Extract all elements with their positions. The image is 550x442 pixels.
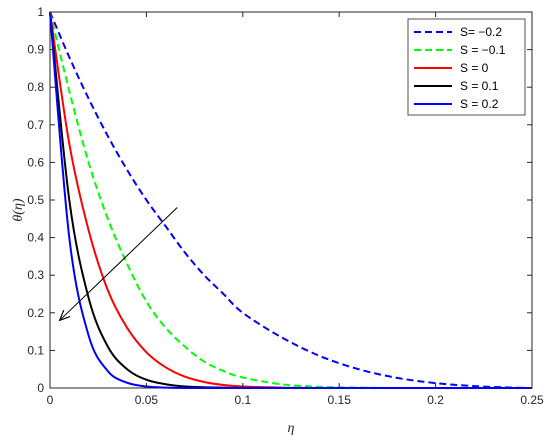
x-tick-label: 0.25 — [520, 393, 544, 407]
legend-label-3: S = 0.1 — [460, 79, 499, 93]
y-tick-label: 0.8 — [27, 80, 44, 94]
series-line-0 — [49, 11, 533, 389]
y-axis: 0 0.1 0.2 0.3 0.4 0.5 0.6 0.7 0.8 0.9 1 — [27, 5, 532, 395]
annotation-layer — [58, 207, 178, 322]
y-tick-label: 0.9 — [27, 43, 44, 57]
y-tick-label: 1 — [37, 5, 44, 19]
legend-label-1: S = −0.1 — [460, 43, 506, 57]
y-axis-label: θ(η) — [11, 198, 26, 221]
legend: S= −0.2 S = −0.1 S = 0 S = 0.1 S = 0.2 — [407, 18, 526, 116]
legend-label-4: S = 0.2 — [460, 97, 499, 111]
x-axis: 0 0.05 0.1 0.15 0.2 0.25 — [47, 12, 544, 407]
series-line-1 — [49, 11, 532, 390]
x-tick-label: 0.2 — [427, 393, 444, 407]
y-tick-label: 0.2 — [27, 306, 44, 320]
x-axis-label: η — [288, 421, 295, 436]
y-tick-label: 0.1 — [27, 343, 44, 357]
y-tick-label: 0 — [37, 381, 44, 395]
annotation-arrow-shaft — [59, 207, 178, 321]
x-tick-label: 0 — [47, 393, 54, 407]
legend-label-0: S= −0.2 — [460, 25, 502, 39]
x-tick-label: 0.15 — [328, 393, 352, 407]
legend-label-2: S = 0 — [460, 61, 489, 75]
x-tick-label: 0.1 — [234, 393, 251, 407]
annotation-arrow-head — [58, 309, 71, 322]
y-tick-label: 0.7 — [27, 118, 44, 132]
y-tick-label: 0.5 — [27, 193, 44, 207]
y-tick-label: 0.6 — [27, 155, 44, 169]
y-tick-label: 0.3 — [27, 268, 44, 282]
x-tick-label: 0.05 — [135, 393, 159, 407]
y-tick-label: 0.4 — [27, 231, 44, 245]
series-line-4 — [49, 11, 532, 390]
